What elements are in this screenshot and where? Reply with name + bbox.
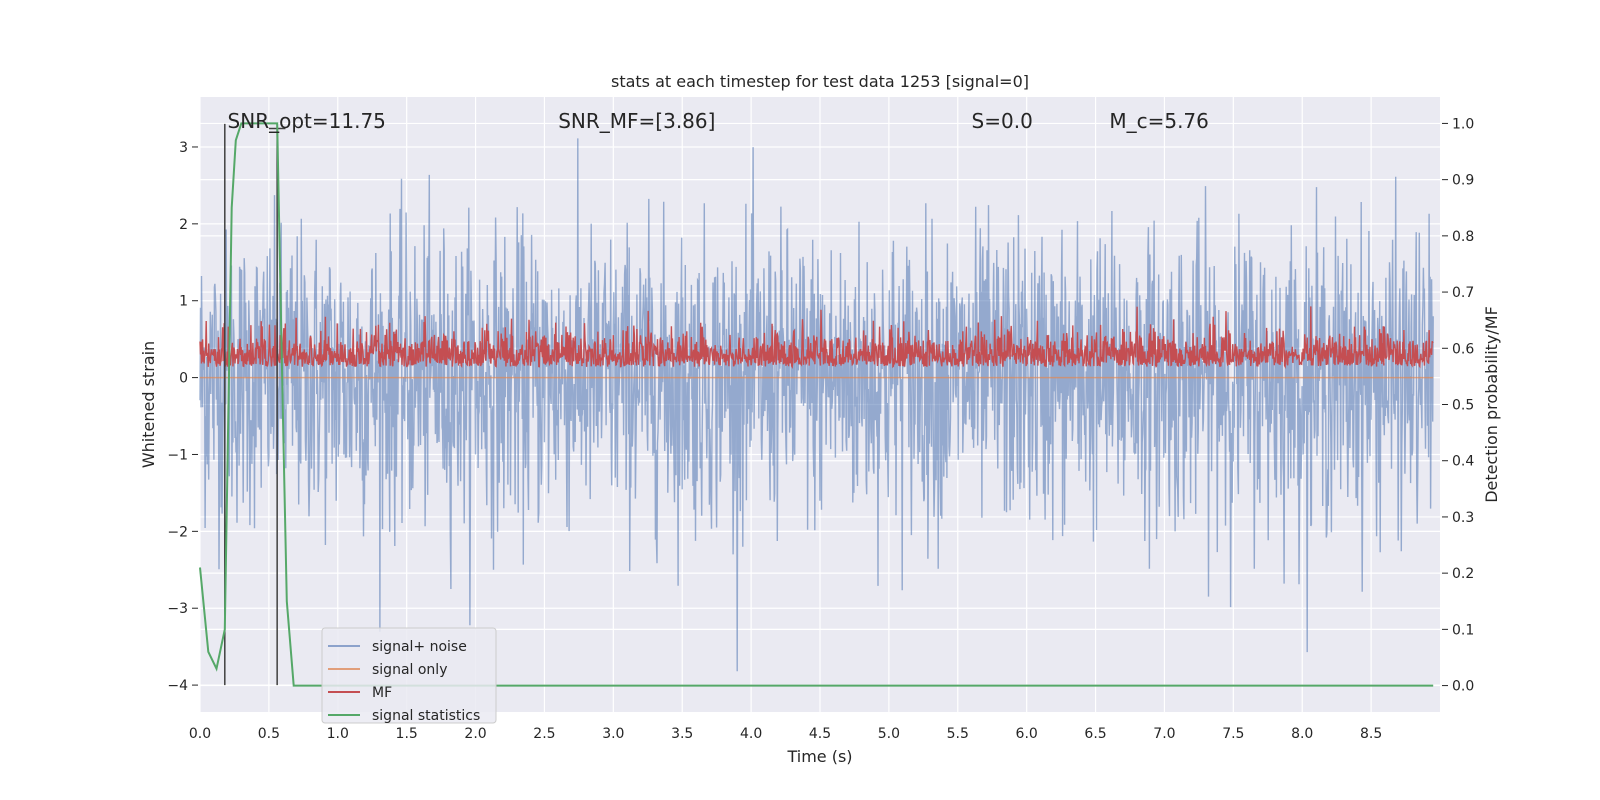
annotation-1: SNR_MF=[3.86] xyxy=(558,109,715,133)
legend-label: signal statistics xyxy=(372,708,480,724)
y-right-tick-label: 1.0 xyxy=(1452,116,1474,132)
x-tick-label: 6.5 xyxy=(1084,726,1106,742)
y-left-tick-label: 2 xyxy=(179,217,188,233)
series-signal-plus-noise xyxy=(199,138,1434,672)
x-tick-label: 2.0 xyxy=(464,726,486,742)
x-tick-label: 0.0 xyxy=(189,726,211,742)
y-right-tick-label: 0.5 xyxy=(1452,398,1474,414)
signal-statistics-line xyxy=(199,122,1434,687)
annotations: SNR_opt=11.75 SNR_MF=[3.86] S=0.0 M_c=5.76 xyxy=(228,109,1209,133)
y-axis-left-ticks: −4 −3 −2 −1 0 1 2 3 xyxy=(167,140,198,694)
x-tick-label: 3.5 xyxy=(671,726,693,742)
x-tick-label: 5.0 xyxy=(878,726,900,742)
x-tick-label: 8.5 xyxy=(1360,726,1382,742)
x-tick-label: 7.0 xyxy=(1153,726,1175,742)
x-tick-label: 6.0 xyxy=(1016,726,1038,742)
series-signal-statistics xyxy=(199,122,1434,687)
x-tick-label: 3.0 xyxy=(602,726,624,742)
x-axis-label: Time (s) xyxy=(786,747,852,766)
legend-label: MF xyxy=(372,685,392,701)
legend: signal+ noise signal only MF signal statist… xyxy=(321,627,497,724)
y-right-tick-label: 0.0 xyxy=(1452,679,1474,695)
y-left-tick-label: −1 xyxy=(167,447,188,463)
y-right-tick-label: 0.2 xyxy=(1452,566,1474,582)
x-tick-label: 4.5 xyxy=(809,726,831,742)
x-tick-label: 1.5 xyxy=(396,726,418,742)
annotation-2: S=0.0 xyxy=(972,109,1033,133)
x-tick-label: 0.5 xyxy=(258,726,280,742)
y-right-tick-label: 0.3 xyxy=(1452,510,1474,526)
y-right-tick-label: 0.1 xyxy=(1452,622,1474,638)
mf-line xyxy=(199,306,1434,370)
y-right-tick-label: 0.6 xyxy=(1452,341,1474,357)
y-left-tick-label: 1 xyxy=(179,294,188,310)
x-tick-label: 7.5 xyxy=(1222,726,1244,742)
y-right-tick-label: 0.8 xyxy=(1452,229,1474,245)
legend-label: signal only xyxy=(372,662,447,678)
annotation-3: M_c=5.76 xyxy=(1109,109,1209,133)
x-axis-ticks: 0.0 0.5 1.0 1.5 2.0 2.5 3.0 3.5 4.0 4.5 5.0 5.5 6.0 6… xyxy=(189,726,1382,742)
annotation-0: SNR_opt=11.75 xyxy=(228,109,386,133)
legend-box xyxy=(321,627,497,724)
chart-title: stats at each timestep for test data 125… xyxy=(611,72,1029,91)
y-left-tick-label: 0 xyxy=(179,371,188,387)
x-tick-label: 1.0 xyxy=(327,726,349,742)
y-left-tick-label: −2 xyxy=(167,524,188,540)
y-axis-right-ticks: 0.0 0.1 0.2 0.3 0.4 0.5 0.6 0.7 0.8 0.9 1.0 xyxy=(1442,116,1474,695)
y-right-tick-label: 0.4 xyxy=(1452,454,1474,470)
x-tick-label: 5.5 xyxy=(947,726,969,742)
y-left-tick-label: −4 xyxy=(167,678,188,694)
y-axis-right-label: Detection probability/MF xyxy=(1482,306,1501,503)
x-tick-label: 8.0 xyxy=(1291,726,1313,742)
y-left-tick-label: −3 xyxy=(167,601,188,617)
y-right-tick-label: 0.7 xyxy=(1452,285,1474,301)
y-right-tick-label: 0.9 xyxy=(1452,173,1474,189)
series-mf xyxy=(199,306,1434,370)
legend-label: signal+ noise xyxy=(372,639,467,655)
y-left-tick-label: 3 xyxy=(179,140,188,156)
x-tick-label: 2.5 xyxy=(533,726,555,742)
x-tick-label: 4.0 xyxy=(740,726,762,742)
y-axis-left-label: Whitened strain xyxy=(139,341,158,468)
signal-plus-noise-line xyxy=(199,138,1434,672)
